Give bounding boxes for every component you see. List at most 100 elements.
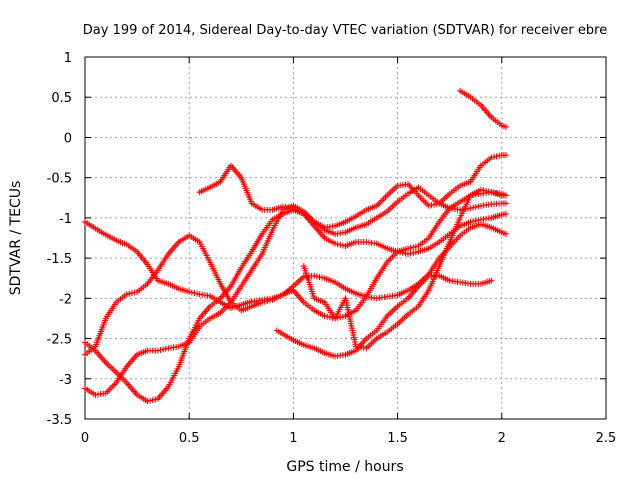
data-point (433, 201, 440, 208)
data-point (502, 210, 509, 217)
data-point (152, 396, 159, 403)
data-point (502, 192, 509, 199)
data-point (407, 250, 414, 257)
series-track (273, 272, 495, 360)
x-tick-label: 1.5 (387, 431, 408, 446)
data-point (502, 152, 509, 159)
data-point (472, 204, 479, 211)
data-point (337, 314, 344, 321)
data-point (483, 187, 490, 194)
data-point (266, 297, 273, 304)
x-tick-label: 2.5 (596, 431, 617, 446)
data-point (412, 243, 419, 250)
data-point (405, 245, 412, 252)
data-point (480, 187, 487, 194)
chart-title: Day 199 of 2014, Sidereal Day-to-day VTE… (83, 23, 607, 38)
data-point (394, 248, 401, 255)
x-tick-label: 0.5 (179, 431, 200, 446)
data-point (397, 249, 404, 256)
y-tick-label: -2.5 (47, 333, 72, 348)
data-point (191, 290, 198, 297)
data-point (502, 123, 509, 130)
data-point (147, 397, 154, 404)
data-point (311, 272, 318, 279)
data-point (319, 274, 326, 281)
y-tick-label: 1 (64, 51, 72, 66)
x-axis-label: GPS time / hours (286, 459, 403, 475)
data-point (337, 241, 344, 248)
data-point (339, 313, 346, 320)
x-axis-ticks: 0 0.5 1 1.5 2 2.5 (81, 57, 616, 446)
data-point (488, 277, 495, 284)
data-point (128, 290, 135, 297)
data-point (261, 298, 268, 305)
grid-lines (85, 57, 606, 419)
data-point (321, 313, 328, 320)
data-point (407, 244, 414, 251)
series-track (457, 87, 509, 130)
data-point (126, 290, 133, 297)
data-point (470, 204, 477, 211)
y-tick-label: -3.5 (47, 413, 72, 428)
x-tick-label: 0 (81, 431, 89, 446)
data-point (472, 217, 479, 224)
data-point (334, 241, 341, 248)
data-point (490, 153, 497, 160)
data-point (467, 218, 474, 225)
data-point (332, 240, 339, 247)
data-point (493, 153, 500, 160)
data-point (160, 346, 167, 353)
data-point (425, 202, 432, 209)
data-point (324, 313, 331, 320)
data-point (485, 188, 492, 195)
data-point (154, 347, 161, 354)
y-tick-label: -1 (59, 212, 72, 227)
data-point (188, 289, 195, 296)
series-track (82, 218, 509, 311)
data-point (144, 398, 151, 405)
data-point (149, 397, 156, 404)
y-tick-label: -2 (59, 292, 72, 307)
data-point (475, 217, 482, 224)
x-tick-label: 2 (498, 431, 506, 446)
series-track (82, 206, 509, 405)
y-axis-label: SDTVAR / TECUs (8, 181, 24, 296)
data-point (428, 202, 435, 209)
data-point (316, 274, 323, 281)
data-point (410, 244, 417, 251)
data-point (475, 203, 482, 210)
data-point (470, 218, 477, 225)
data-point (488, 154, 495, 161)
x-tick-label: 1 (289, 431, 297, 446)
data-point (502, 230, 509, 237)
series-track (82, 189, 509, 358)
data-point (502, 200, 509, 207)
data-points (82, 87, 509, 405)
data-point (326, 314, 333, 321)
data-point (410, 249, 417, 256)
data-point (264, 298, 271, 305)
data-point (123, 291, 130, 298)
data-point (477, 186, 484, 193)
data-point (412, 249, 419, 256)
series-track (300, 186, 509, 352)
data-point (186, 288, 193, 295)
plot-frame (84, 56, 607, 420)
data-point (194, 290, 201, 297)
y-tick-label: 0.5 (51, 91, 72, 106)
data-point (496, 152, 503, 159)
data-point (157, 347, 164, 354)
data-point (405, 251, 412, 258)
data-point (162, 345, 169, 352)
series-track (196, 152, 509, 231)
data-point (402, 250, 409, 257)
data-point (467, 205, 474, 212)
y-axis-ticks: -3.5 -3 -2.5 -2 -1.5 -1 -0.5 0 0.5 1 (47, 51, 606, 428)
y-tick-label: -0.5 (47, 172, 72, 187)
data-point (259, 299, 266, 306)
y-tick-label: -3 (59, 373, 72, 388)
data-point (399, 249, 406, 256)
data-point (431, 201, 438, 208)
data-point (313, 273, 320, 280)
